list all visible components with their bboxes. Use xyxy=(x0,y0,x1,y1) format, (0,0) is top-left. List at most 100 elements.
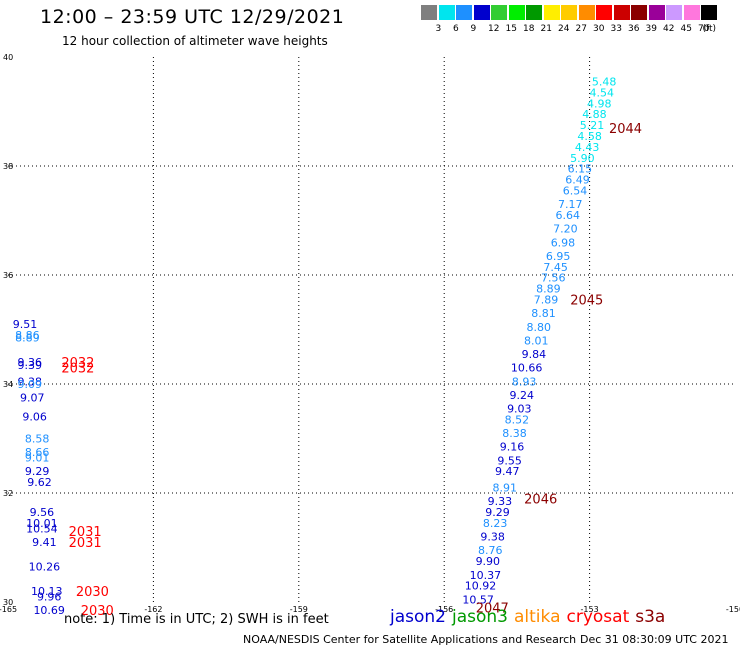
color-scale-label: 45 xyxy=(680,24,692,34)
color-scale-label: 9 xyxy=(470,24,477,34)
wave-height-label: 5.90 xyxy=(570,152,595,165)
color-scale-label: 33 xyxy=(610,24,622,34)
color-scale-label: 6 xyxy=(453,24,459,34)
x-tick-label: -156 xyxy=(435,605,453,614)
wave-height-label: 9.41 xyxy=(32,536,57,549)
track-time-label: 2032 xyxy=(61,356,94,371)
wave-height-label: 9.56 xyxy=(30,506,55,519)
color-scale-label: 27 xyxy=(575,24,587,34)
wave-height-label: 4.98 xyxy=(587,97,612,110)
wave-height-label: 4.54 xyxy=(589,86,614,99)
color-scale-swatch xyxy=(631,5,647,20)
color-scale-label: 24 xyxy=(558,24,570,34)
wave-height-label: 9.51 xyxy=(13,318,38,331)
wave-height-label: 8.52 xyxy=(505,413,530,426)
color-scale-swatch xyxy=(648,5,665,20)
wave-height-label: 9.62 xyxy=(27,476,52,489)
wave-height-label: 9.06 xyxy=(22,411,47,424)
track-time-label: 2047 xyxy=(476,601,509,616)
color-scale-label: 18 xyxy=(523,24,535,34)
wave-height-label: 8.89 xyxy=(15,332,40,345)
footer-timestamp: Dec 31 08:30:09 UTC 2021 xyxy=(580,633,729,646)
wave-height-label: 8.66 xyxy=(25,446,50,459)
footer-note: note: 1) Time is in UTC; 2) SWH is in fe… xyxy=(64,612,329,627)
wave-height-label: 9.29 xyxy=(25,465,50,478)
satellite-legend-item: cryosat xyxy=(566,607,630,627)
y-tick-label: 34 xyxy=(3,380,13,389)
wave-height-label: 7.89 xyxy=(534,294,559,307)
color-scale-swatch xyxy=(421,5,437,20)
color-scale-label: 3 xyxy=(435,24,442,34)
color-scale-unit: (ft) xyxy=(702,24,717,34)
y-tick-label: 38 xyxy=(3,162,13,171)
satellite-legend-item: s3a xyxy=(635,607,666,627)
wave-height-label: 5.48 xyxy=(592,76,617,89)
color-scale-label: 70 xyxy=(698,24,710,34)
wave-height-label: 9.55 xyxy=(497,454,522,467)
wave-height-label: 10.54 xyxy=(26,522,58,535)
wave-height-label: 7.20 xyxy=(553,223,578,236)
color-scale-swatch xyxy=(683,5,700,20)
satellite-legend-item: altika xyxy=(514,607,561,627)
wave-height-label: 9.09 xyxy=(18,378,43,391)
track-time-label: 2030 xyxy=(81,604,114,619)
wave-height-label: 7.17 xyxy=(558,198,583,211)
wave-height-label: 5.21 xyxy=(580,119,605,132)
wave-height-label: 8.58 xyxy=(25,433,50,446)
track-time-label: 2046 xyxy=(524,492,557,507)
wave-height-label: 9.24 xyxy=(509,389,534,402)
track-time-label: 2031 xyxy=(69,536,102,551)
color-scale-label: 21 xyxy=(540,24,552,34)
wave-height-label: 9.38 xyxy=(480,531,505,544)
wave-height-label: 9.01 xyxy=(25,452,50,465)
wave-height-label: 9.96 xyxy=(37,591,62,604)
wave-height-label: 8.80 xyxy=(526,321,551,334)
color-scale-label: 39 xyxy=(645,24,657,34)
wave-height-label: 7.45 xyxy=(543,261,568,274)
color-scale-swatch xyxy=(438,5,455,20)
satellite-legend-item: jason3 xyxy=(452,607,508,627)
color-scale-swatch xyxy=(456,5,472,20)
wave-height-label: 9.84 xyxy=(522,348,547,361)
y-tick-label: 32 xyxy=(3,489,13,498)
wave-height-label: 4.43 xyxy=(575,141,600,154)
color-scale-swatch xyxy=(491,5,507,20)
wave-height-label: 9.16 xyxy=(500,441,525,454)
color-scale-label: 42 xyxy=(663,24,675,34)
wave-height-label: 4.58 xyxy=(577,130,602,143)
wave-height-label: 10.57 xyxy=(462,593,494,606)
wave-height-label: 8.01 xyxy=(524,334,549,347)
color-scale-label: 30 xyxy=(593,24,605,34)
wave-height-label: 9.39 xyxy=(18,359,43,372)
color-scale-swatch xyxy=(526,5,542,20)
color-scale-label: 36 xyxy=(628,24,640,34)
wave-height-label: 6.15 xyxy=(568,163,593,176)
wave-height-label: 8.81 xyxy=(531,307,556,320)
wave-height-label: 10.37 xyxy=(470,569,502,582)
color-scale-swatch xyxy=(666,5,682,20)
color-scale-swatch xyxy=(543,5,560,20)
y-tick-label: 36 xyxy=(3,271,13,280)
y-tick-label: 40 xyxy=(3,53,13,62)
color-scale-label: 15 xyxy=(505,24,517,34)
color-scale-swatch xyxy=(473,5,490,20)
chart-title: 12:00 – 23:59 UTC 12/29/2021 xyxy=(40,6,345,28)
track-time-label: 2030 xyxy=(76,585,109,600)
track-time-label: 2045 xyxy=(570,294,603,309)
wave-height-label: 6.98 xyxy=(551,236,576,249)
y-tick-label: 30 xyxy=(3,598,13,607)
color-scale-label: 12 xyxy=(488,24,500,34)
wave-height-label: 9.38 xyxy=(18,375,43,388)
x-tick-label: -162 xyxy=(144,605,162,614)
wave-height-label: 6.64 xyxy=(556,209,581,222)
satellite-legend-item: jason2 xyxy=(390,607,446,627)
wave-height-label: 10.01 xyxy=(26,517,58,530)
wave-height-label: 9.36 xyxy=(18,356,43,369)
wave-height-label: 9.03 xyxy=(507,403,532,416)
color-scale-swatch xyxy=(508,5,525,20)
wave-height-label: 6.54 xyxy=(563,185,588,198)
wave-height-label: 10.66 xyxy=(511,362,543,375)
x-tick-label: -159 xyxy=(290,605,308,614)
track-time-label: 2032 xyxy=(61,362,94,377)
